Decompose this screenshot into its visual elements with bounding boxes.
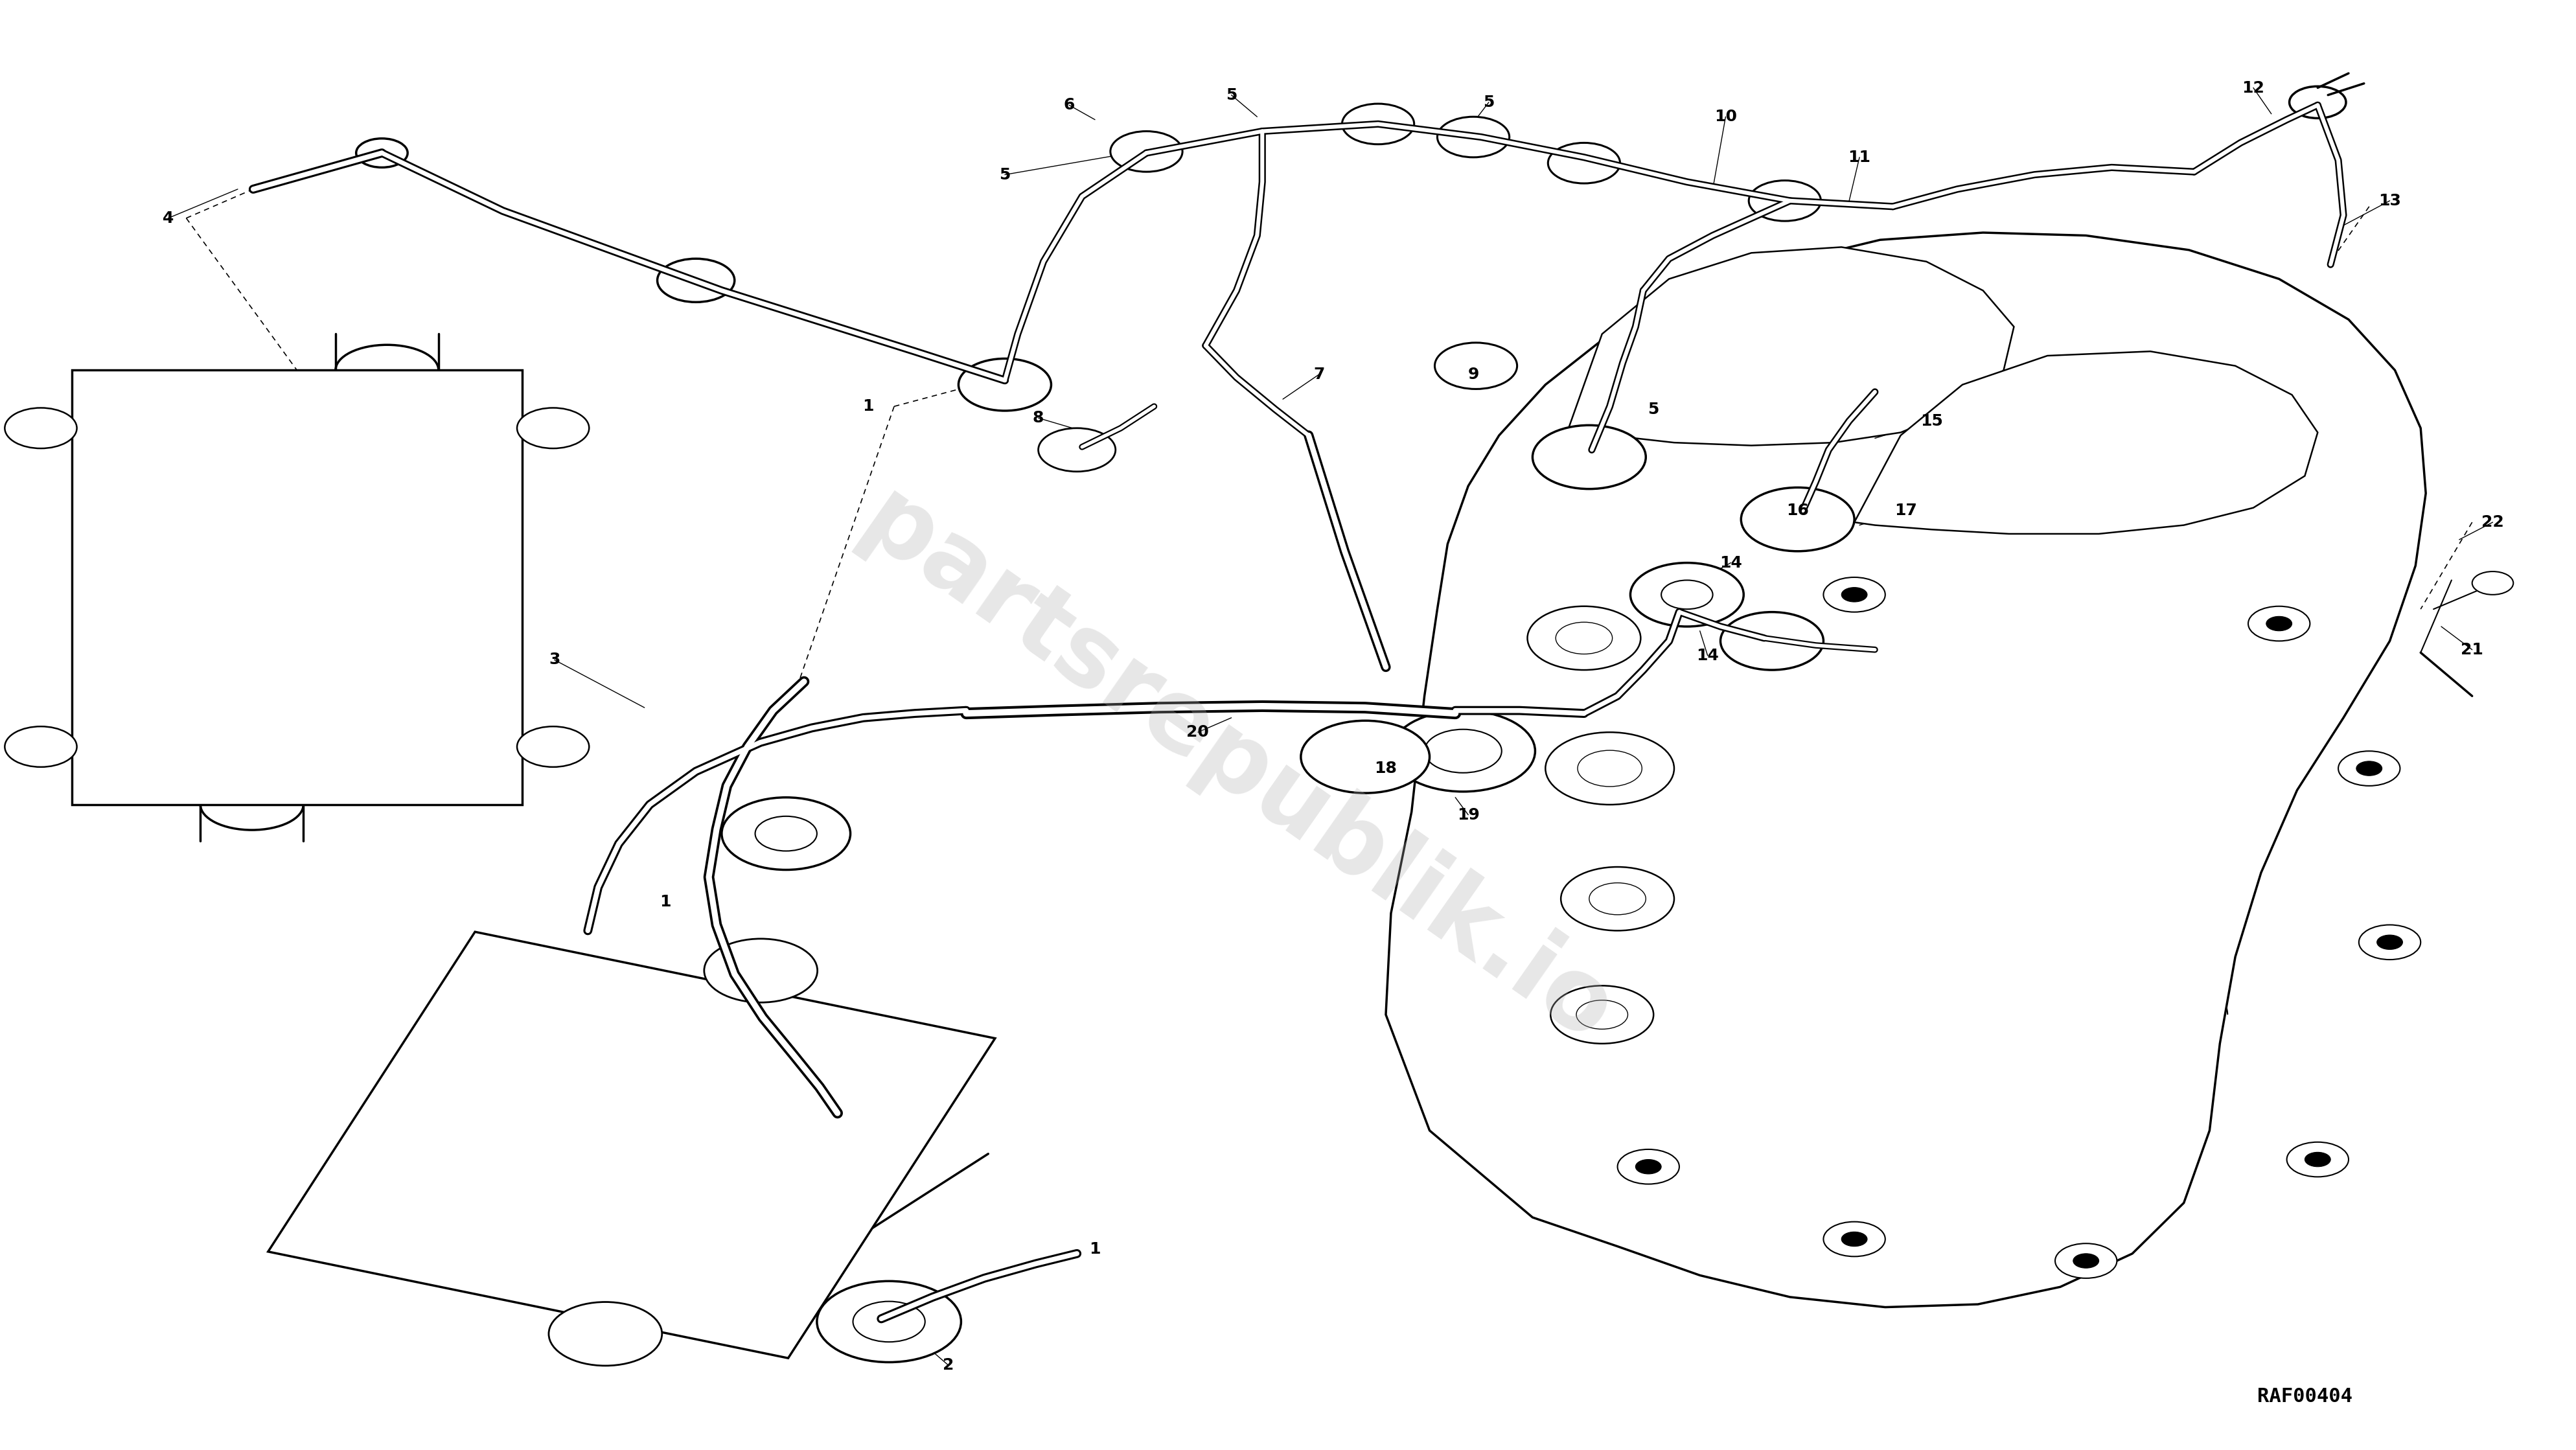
Text: 17: 17 bbox=[1893, 503, 1917, 519]
Circle shape bbox=[2378, 935, 2403, 950]
Circle shape bbox=[1577, 750, 1641, 786]
Text: 19: 19 bbox=[1458, 808, 1479, 822]
Circle shape bbox=[817, 1282, 961, 1362]
Circle shape bbox=[549, 1302, 662, 1366]
Circle shape bbox=[1437, 117, 1510, 157]
Text: 4: 4 bbox=[162, 210, 173, 226]
Text: RAF00404: RAF00404 bbox=[2257, 1386, 2352, 1405]
Circle shape bbox=[1561, 867, 1674, 931]
Text: 6: 6 bbox=[1064, 97, 1074, 113]
Circle shape bbox=[1435, 342, 1517, 389]
Circle shape bbox=[1546, 732, 1674, 805]
Text: 5: 5 bbox=[1649, 402, 1659, 418]
Text: 22: 22 bbox=[2481, 515, 2504, 531]
Circle shape bbox=[2473, 571, 2514, 594]
Circle shape bbox=[2056, 1244, 2117, 1279]
Circle shape bbox=[1110, 132, 1182, 171]
Circle shape bbox=[1721, 612, 1824, 670]
Circle shape bbox=[755, 816, 817, 851]
Text: 9: 9 bbox=[1468, 367, 1479, 383]
Circle shape bbox=[1038, 428, 1115, 471]
Polygon shape bbox=[1386, 232, 2427, 1308]
Circle shape bbox=[1551, 986, 1654, 1044]
Circle shape bbox=[2360, 925, 2421, 960]
Polygon shape bbox=[1566, 246, 2014, 445]
Circle shape bbox=[657, 258, 734, 302]
Circle shape bbox=[1741, 487, 1855, 551]
Text: 7: 7 bbox=[1314, 367, 1324, 383]
Text: 1: 1 bbox=[863, 399, 873, 415]
Polygon shape bbox=[268, 932, 994, 1359]
Text: 5: 5 bbox=[999, 167, 1010, 183]
Text: 8: 8 bbox=[1033, 410, 1043, 426]
Circle shape bbox=[1631, 563, 1744, 626]
Text: 15: 15 bbox=[1919, 413, 1942, 429]
Circle shape bbox=[1842, 587, 1868, 602]
Circle shape bbox=[1842, 1232, 1868, 1247]
Circle shape bbox=[1342, 104, 1414, 144]
Circle shape bbox=[2287, 1143, 2349, 1177]
Circle shape bbox=[1533, 425, 1646, 489]
Text: partsrepublik.io: partsrepublik.io bbox=[842, 473, 1631, 1064]
Circle shape bbox=[1618, 1150, 1680, 1185]
Text: 16: 16 bbox=[1785, 503, 1808, 519]
Circle shape bbox=[1577, 1000, 1628, 1029]
Circle shape bbox=[958, 358, 1051, 410]
Circle shape bbox=[2074, 1254, 2099, 1269]
Circle shape bbox=[2306, 1153, 2331, 1167]
Text: 2: 2 bbox=[943, 1357, 953, 1373]
Text: 12: 12 bbox=[2241, 80, 2264, 96]
Circle shape bbox=[1301, 721, 1430, 793]
Circle shape bbox=[518, 407, 590, 448]
Text: 20: 20 bbox=[1188, 725, 1208, 740]
Circle shape bbox=[1749, 180, 1821, 220]
Text: 5: 5 bbox=[1226, 87, 1236, 103]
Circle shape bbox=[1425, 729, 1502, 773]
Circle shape bbox=[1824, 577, 1886, 612]
Bar bbox=[72, 370, 523, 805]
Text: 21: 21 bbox=[2460, 642, 2483, 657]
Text: 14: 14 bbox=[1698, 648, 1718, 663]
Polygon shape bbox=[1855, 351, 2318, 534]
Circle shape bbox=[1528, 606, 1641, 670]
Circle shape bbox=[2249, 606, 2311, 641]
Circle shape bbox=[2357, 761, 2383, 776]
Circle shape bbox=[518, 726, 590, 767]
Text: 5: 5 bbox=[1484, 94, 1494, 110]
Circle shape bbox=[5, 726, 77, 767]
Text: 10: 10 bbox=[1713, 109, 1736, 125]
Circle shape bbox=[1548, 142, 1620, 183]
Text: 3: 3 bbox=[549, 652, 559, 667]
Circle shape bbox=[1636, 1160, 1662, 1174]
Circle shape bbox=[1589, 883, 1646, 915]
Text: 13: 13 bbox=[2378, 193, 2401, 209]
Circle shape bbox=[2339, 751, 2401, 786]
Circle shape bbox=[703, 938, 817, 1002]
Circle shape bbox=[853, 1302, 925, 1341]
Circle shape bbox=[2267, 616, 2293, 631]
Text: 14: 14 bbox=[1718, 555, 1741, 571]
Text: 11: 11 bbox=[1847, 149, 1870, 165]
Circle shape bbox=[721, 798, 850, 870]
Circle shape bbox=[1824, 1222, 1886, 1257]
Circle shape bbox=[1556, 622, 1613, 654]
Circle shape bbox=[1391, 710, 1535, 792]
Circle shape bbox=[5, 407, 77, 448]
Text: 1: 1 bbox=[659, 893, 670, 909]
Text: 18: 18 bbox=[1376, 761, 1396, 776]
Circle shape bbox=[1662, 580, 1713, 609]
Text: 1: 1 bbox=[1090, 1241, 1100, 1257]
